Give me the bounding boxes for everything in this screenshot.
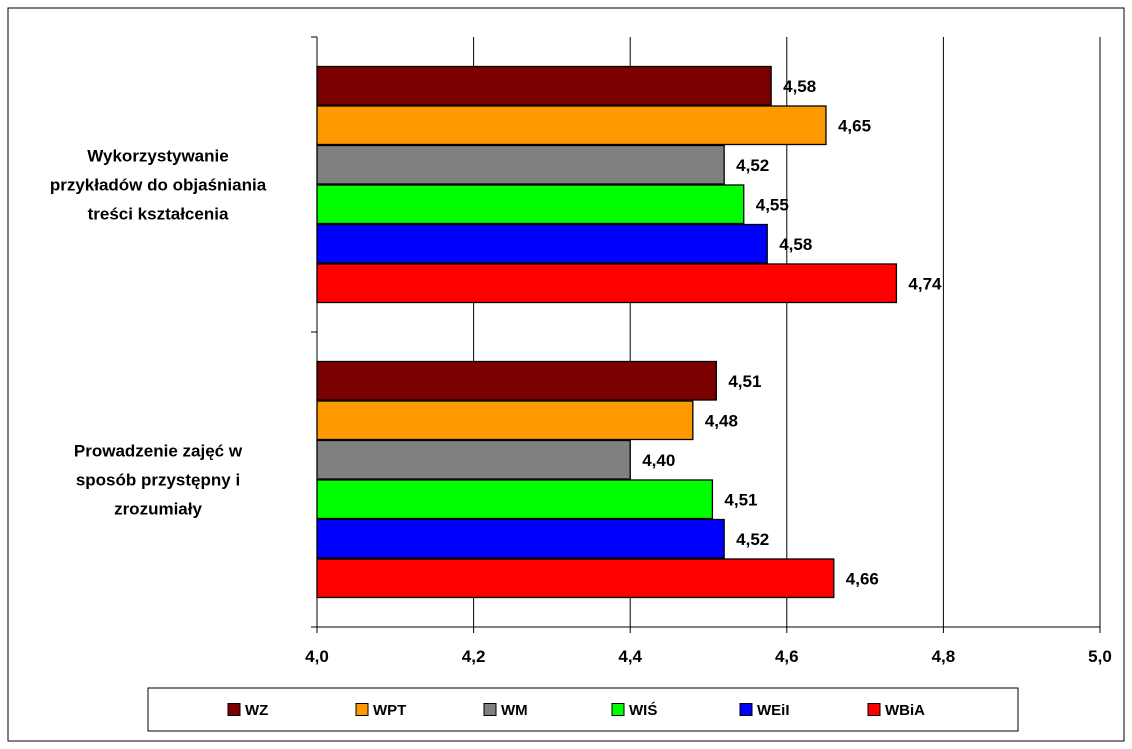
- data-label: 4,51: [728, 372, 761, 391]
- data-label: 4,58: [783, 77, 816, 96]
- legend-swatch-WBiA: [867, 703, 881, 716]
- legend-swatch-WPT: [355, 703, 369, 716]
- bar-WM: [316, 144, 725, 185]
- data-label: 4,52: [736, 156, 769, 175]
- data-label: 4,48: [705, 411, 738, 430]
- category-label: treści kształcenia: [88, 205, 229, 224]
- legend-swatch-WIŚ: [611, 703, 625, 716]
- data-label: 4,40: [642, 451, 675, 470]
- category-label: sposób przystępny i: [76, 471, 240, 490]
- legend-swatch-WZ: [227, 703, 241, 716]
- bar-WZ: [316, 65, 772, 106]
- category-label: Prowadzenie zajęć w: [74, 442, 243, 461]
- legend-label-WZ: WZ: [245, 702, 268, 719]
- bar-WEiI: [316, 223, 768, 264]
- bar-WPT: [316, 105, 827, 146]
- category-label: Wykorzystywanie: [87, 147, 228, 166]
- bar-WIŚ: [316, 184, 745, 225]
- x-tick-label: 5,0: [1088, 647, 1112, 666]
- data-label: 4,66: [846, 569, 879, 588]
- bar-WEiI: [316, 518, 725, 559]
- legend-swatch-WEiI: [739, 703, 753, 716]
- legend-label-WIŚ: WIŚ: [629, 701, 657, 719]
- data-label: 4,52: [736, 530, 769, 549]
- legend-label-WPT: WPT: [373, 702, 406, 719]
- legend-label-WEiI: WEiI: [757, 702, 790, 719]
- legend-label-WBiA: WBiA: [885, 702, 925, 719]
- bar-WM: [316, 439, 631, 480]
- bar-WPT: [316, 400, 694, 441]
- bar-WIŚ: [316, 479, 714, 520]
- data-label: 4,51: [724, 490, 757, 509]
- data-label: 4,74: [908, 274, 942, 293]
- data-label: 4,58: [779, 235, 812, 254]
- x-tick-label: 4,0: [305, 647, 329, 666]
- bar-WBiA: [316, 558, 835, 599]
- x-tick-label: 4,6: [775, 647, 799, 666]
- x-tick-label: 4,4: [618, 647, 642, 666]
- bar-WBiA: [316, 263, 898, 304]
- category-label: zrozumiały: [114, 500, 202, 519]
- x-tick-label: 4,8: [932, 647, 956, 666]
- legend-label-WM: WM: [501, 702, 528, 719]
- category-label: przykładów do objaśniania: [50, 176, 267, 195]
- data-label: 4,55: [756, 195, 789, 214]
- bar-WZ: [316, 360, 717, 401]
- data-label: 4,65: [838, 116, 871, 135]
- legend-swatch-WM: [483, 703, 497, 716]
- x-tick-label: 4,2: [462, 647, 486, 666]
